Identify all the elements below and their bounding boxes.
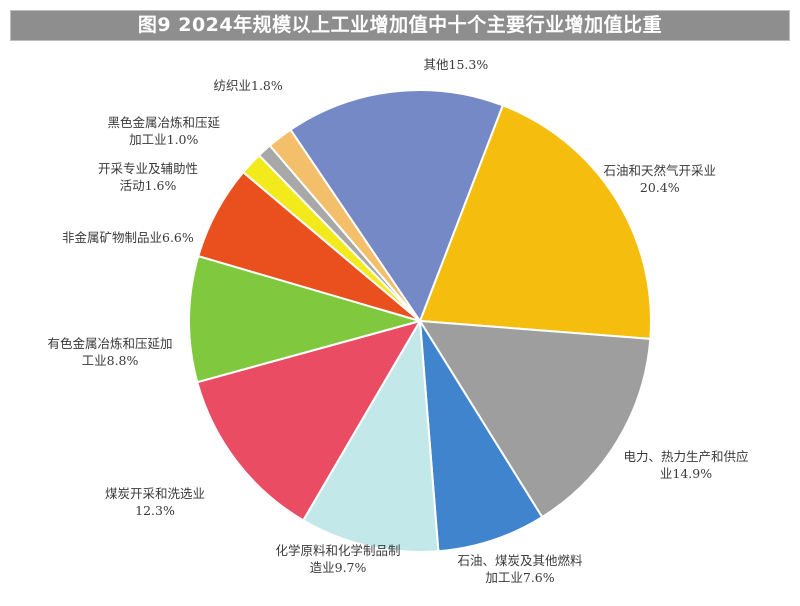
slice-label-line: 石油、煤炭及其他燃料 [457, 553, 583, 568]
slice-label: 其他15.3% [424, 56, 489, 73]
pie-slice [302, 320, 440, 553]
slice-label-line: 非金属矿物制品业6.6% [62, 230, 194, 245]
slice-label-line: 电力、热力生产和供应 [623, 449, 749, 464]
chart-title: 图9 2024年规模以上工业增加值中十个主要行业增加值比重 [10, 10, 790, 41]
pie-slice [419, 320, 544, 553]
slice-label-line: 造业9.7% [309, 560, 367, 575]
slice-label-line: 其他15.3% [423, 57, 489, 72]
slice-label: 非金属矿物制品业6.6% [62, 229, 194, 246]
slice-label-line: 黑色金属冶炼和压延 [107, 115, 221, 130]
pie-slice [188, 255, 421, 384]
slice-label: 纺织业1.8% [214, 77, 283, 94]
slice-label: 石油、煤炭及其他燃料 加工业7.6% [458, 552, 583, 586]
slice-label-line: 煤炭开采和洗选业 [105, 486, 206, 501]
slice-label-line: 加工业1.0% [129, 132, 199, 147]
slice-label: 煤炭开采和洗选业 12.3% [105, 485, 205, 519]
pie-slice [289, 89, 504, 322]
slice-label: 黑色金属冶炼和压延 加工业1.0% [108, 114, 221, 148]
slice-label: 化学原料和化学制品制 造业9.7% [276, 542, 401, 576]
slice-label-line: 业14.9% [659, 466, 713, 481]
slice-label: 石油和天然气开采业 20.4% [604, 162, 717, 196]
pie-slice [196, 320, 421, 522]
slice-label-line: 化学原料和化学制品制 [275, 543, 401, 558]
slice-label: 开采专业及辅助性 活动1.6% [98, 160, 198, 194]
slice-label-line: 纺织业1.8% [213, 78, 283, 93]
slice-label-line: 12.3% [135, 503, 175, 518]
pie-slice [419, 320, 652, 519]
pie-slice [419, 104, 652, 340]
slice-label-line: 工业8.8% [81, 353, 139, 368]
slice-label: 电力、热力生产和供应 业14.9% [624, 448, 749, 482]
slice-label-line: 石油和天然气开采业 [603, 163, 717, 178]
slice-label: 有色金属冶炼和压延加 工业8.8% [48, 335, 173, 369]
slice-label-line: 有色金属冶炼和压延加 [47, 336, 173, 351]
slice-label-line: 20.4% [639, 180, 680, 195]
slice-label-line: 开采专业及辅助性 [98, 161, 199, 176]
slice-label-line: 活动1.6% [119, 178, 177, 193]
slice-label-line: 加工业7.6% [485, 570, 555, 585]
